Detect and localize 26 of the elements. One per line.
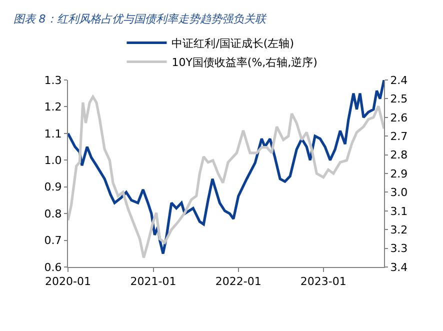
legend-label: 10Y国债收益率(%,右轴,逆序) — [172, 56, 318, 70]
y-tick-label: 0.7 — [44, 234, 62, 248]
y-tick-label: 0.9 — [44, 180, 62, 194]
y2-tick-label: 2.9 — [390, 167, 408, 180]
chart-title: 图表 8：红利风格占优与国债利率走势趋势强负关联 — [13, 12, 267, 26]
x-tick-label: 2021-01 — [130, 275, 176, 288]
y-tick-label: 0.6 — [44, 260, 62, 274]
y2-tick-label: 3.2 — [390, 223, 408, 236]
y2-tick-label: 2.7 — [390, 130, 408, 143]
x-tick-label: 2020-01 — [45, 275, 91, 288]
y-tick-label: 1.3 — [44, 74, 62, 87]
x-tick-label: 2023-01 — [300, 275, 346, 288]
y2-tick-label: 3.0 — [390, 186, 408, 200]
y-tick-label: 1.1 — [44, 127, 62, 140]
y2-tick-label: 2.4 — [390, 74, 408, 87]
y-tick-label: 0.8 — [44, 207, 62, 220]
y2-tick-label: 2.5 — [390, 92, 408, 106]
y2-tick-label: 2.8 — [390, 148, 408, 162]
legend-label: 中证红利/国证成长(左轴) — [172, 37, 294, 50]
y2-tick-label: 3.3 — [390, 242, 408, 256]
y2-tick-label: 3.4 — [390, 260, 408, 274]
y-tick-label: 1.0 — [44, 154, 62, 167]
y-tick-label: 1.2 — [44, 100, 62, 114]
y2-tick-label: 3.1 — [390, 204, 408, 218]
y2-tick-label: 2.6 — [390, 111, 408, 124]
x-tick-label: 2022-01 — [215, 275, 262, 288]
